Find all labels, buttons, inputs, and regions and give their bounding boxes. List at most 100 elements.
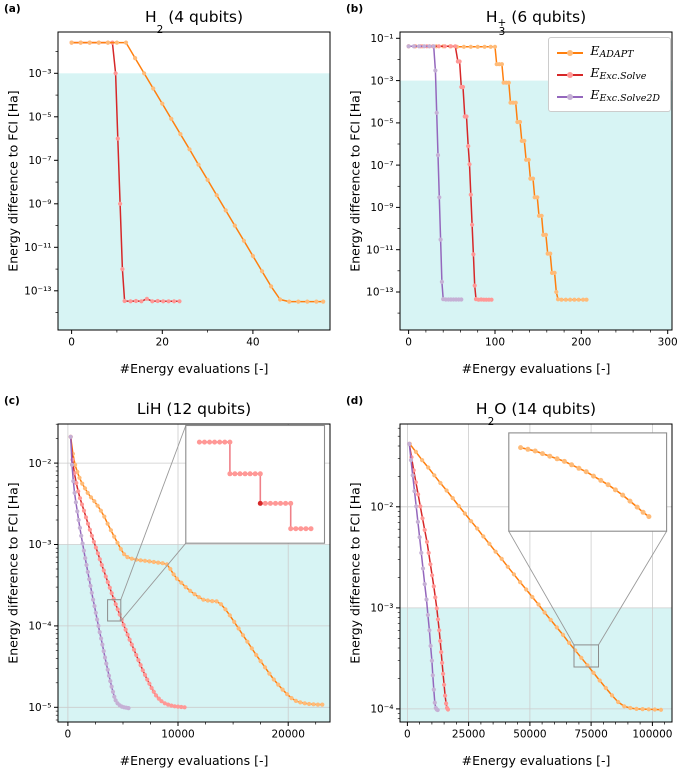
- panel-b: (b) H +3 (6 qubits) Energy difference to …: [342, 0, 685, 392]
- x-axis-ticks: 0 20 40: [68, 330, 299, 349]
- svg-text:300: 300: [658, 337, 678, 349]
- zoom-inset: [107, 424, 326, 622]
- panel-label-b: (b): [346, 3, 364, 15]
- svg-text:100: 100: [485, 337, 505, 349]
- svg-text:25000: 25000: [452, 729, 485, 741]
- panel-c: (c) LiH (12 qubits) Energy difference to…: [0, 392, 342, 784]
- x-axis-ticks: 0 25000 50000 75000 100000: [404, 722, 672, 741]
- legend-entry-adapt: EADAPT: [557, 44, 660, 61]
- legend-label-adapt: EADAPT: [590, 43, 634, 60]
- axes-frame: [399, 31, 673, 331]
- title-sub: 2: [487, 416, 495, 428]
- axes-frame: [57, 423, 331, 723]
- inset-source-rect: [573, 644, 599, 668]
- svg-text:10⁻⁹: 10⁻⁹: [28, 199, 51, 211]
- svg-text:10⁻⁵: 10⁻⁵: [28, 112, 51, 124]
- chart-canvas-b: 0 100 200 300 10⁻¹ 10⁻³ 10⁻⁵ 10⁻⁷ 10⁻⁹ 10⁻¹¹ 10⁻¹³: [366, 31, 678, 349]
- x-axis-label-a: #Energy evaluations [-]: [119, 361, 269, 376]
- svg-text:10⁻⁴: 10⁻⁴: [370, 704, 393, 716]
- legend-line-exc-solve: [557, 71, 584, 78]
- svg-text:10⁻²: 10⁻²: [370, 502, 393, 514]
- svg-text:40: 40: [246, 337, 259, 349]
- zoom-inset: [508, 432, 668, 668]
- svg-text:10⁻¹³: 10⁻¹³: [366, 287, 393, 299]
- title-pre: LiH: [136, 400, 162, 418]
- svg-text:10⁻⁹: 10⁻⁹: [370, 202, 393, 214]
- panel-title-c: LiH (12 qubits): [58, 400, 330, 427]
- x-axis-label-c: #Energy evaluations [-]: [119, 753, 269, 768]
- panel-label-d: (d): [346, 395, 364, 407]
- svg-text:10000: 10000: [161, 729, 194, 741]
- svg-text:10⁻³: 10⁻³: [28, 68, 51, 80]
- legend: EADAPT EExc.Solve EExc.Solve2D: [548, 37, 671, 112]
- x-axis-label-b: #Energy evaluations [-]: [461, 361, 611, 376]
- legend-label-exc-solve2d: EExc.Solve2D: [590, 87, 660, 104]
- title-subsup: 2: [156, 18, 164, 36]
- series-exc-solve2d: [407, 441, 440, 713]
- svg-text:0: 0: [405, 337, 412, 349]
- x-axis-label-d: #Energy evaluations [-]: [461, 753, 611, 768]
- title-post: (12 qubits): [161, 400, 252, 418]
- shaded-accuracy-region: [400, 607, 672, 722]
- y-axis-ticks: 10⁻³ 10⁻⁵ 10⁻⁷ 10⁻⁹ 10⁻¹¹ 10⁻¹³: [24, 51, 58, 313]
- axes-frame: [57, 31, 331, 331]
- inset-box: [508, 432, 668, 532]
- inset-source-rect: [107, 599, 122, 622]
- svg-text:10⁻³: 10⁻³: [370, 603, 393, 615]
- svg-text:100000: 100000: [632, 729, 672, 741]
- legend-label-exc-solve: EExc.Solve: [590, 65, 647, 82]
- y-axis-ticks: 10⁻² 10⁻³ 10⁻⁴: [370, 427, 400, 720]
- title-post: O (14 qubits): [494, 400, 597, 418]
- legend-line-exc-solve2d: [557, 93, 584, 100]
- svg-text:10⁻¹¹: 10⁻¹¹: [24, 242, 51, 254]
- svg-text:10⁻³: 10⁻³: [28, 539, 51, 551]
- title-pre: H: [485, 8, 498, 26]
- chart-canvas-c: 0 10000 20000 10⁻² 10⁻³ 10⁻⁴ 10⁻⁵: [28, 423, 331, 741]
- title-post: (6 qubits): [506, 8, 587, 26]
- legend-marker-exc-solve: [567, 71, 574, 78]
- title-sub: 2: [156, 24, 164, 36]
- svg-text:200: 200: [571, 337, 591, 349]
- svg-text:10⁻¹: 10⁻¹: [370, 33, 393, 45]
- legend-line-adapt: [557, 49, 584, 56]
- svg-text:20000: 20000: [271, 729, 304, 741]
- series-exc-solve2d: [68, 434, 131, 711]
- svg-text:10⁻¹¹: 10⁻¹¹: [366, 244, 393, 256]
- panel-label-a: (a): [4, 3, 21, 15]
- inset-box: [185, 424, 326, 544]
- chart-canvas-a: 0 20 40 10⁻³ 10⁻⁵ 10⁻⁷ 10⁻⁹ 10⁻¹¹ 10⁻¹³: [24, 31, 331, 349]
- axes-frame: [399, 423, 673, 723]
- svg-text:10⁻²: 10⁻²: [28, 458, 51, 470]
- legend-marker-exc-solve2d: [567, 93, 574, 100]
- series-adapt: [407, 441, 664, 712]
- x-axis-ticks: 0 10000 20000: [65, 722, 317, 741]
- svg-text:10⁻⁷: 10⁻⁷: [370, 160, 393, 172]
- legend-entry-exc-solve: EExc.Solve: [557, 66, 660, 83]
- y-axis-ticks: 10⁻¹ 10⁻³ 10⁻⁵ 10⁻⁷ 10⁻⁹ 10⁻¹¹ 10⁻¹³: [366, 33, 400, 314]
- title-post: (4 qubits): [163, 8, 244, 26]
- y-axis-ticks: 10⁻² 10⁻³ 10⁻⁴ 10⁻⁵: [28, 423, 58, 721]
- svg-text:50000: 50000: [513, 729, 546, 741]
- svg-text:10⁻⁷: 10⁻⁷: [28, 155, 51, 167]
- title-pre: H: [475, 400, 488, 418]
- svg-text:20: 20: [156, 337, 169, 349]
- svg-text:0: 0: [68, 337, 75, 349]
- series-exc-solve2d: [406, 44, 464, 302]
- svg-text:10⁻³: 10⁻³: [370, 75, 393, 87]
- svg-text:0: 0: [65, 729, 72, 741]
- svg-text:10⁻⁵: 10⁻⁵: [28, 702, 51, 714]
- svg-text:75000: 75000: [574, 729, 607, 741]
- legend-marker-adapt: [567, 49, 574, 56]
- svg-text:10⁻⁵: 10⁻⁵: [370, 118, 393, 130]
- panel-label-c: (c): [4, 395, 20, 407]
- svg-text:10⁻¹³: 10⁻¹³: [24, 286, 51, 298]
- svg-text:10⁻⁴: 10⁻⁴: [28, 621, 51, 633]
- title-sup: +: [497, 17, 507, 29]
- svg-text:0: 0: [404, 729, 411, 741]
- title-subsup: 2: [487, 410, 495, 428]
- title-pre: H: [144, 8, 157, 26]
